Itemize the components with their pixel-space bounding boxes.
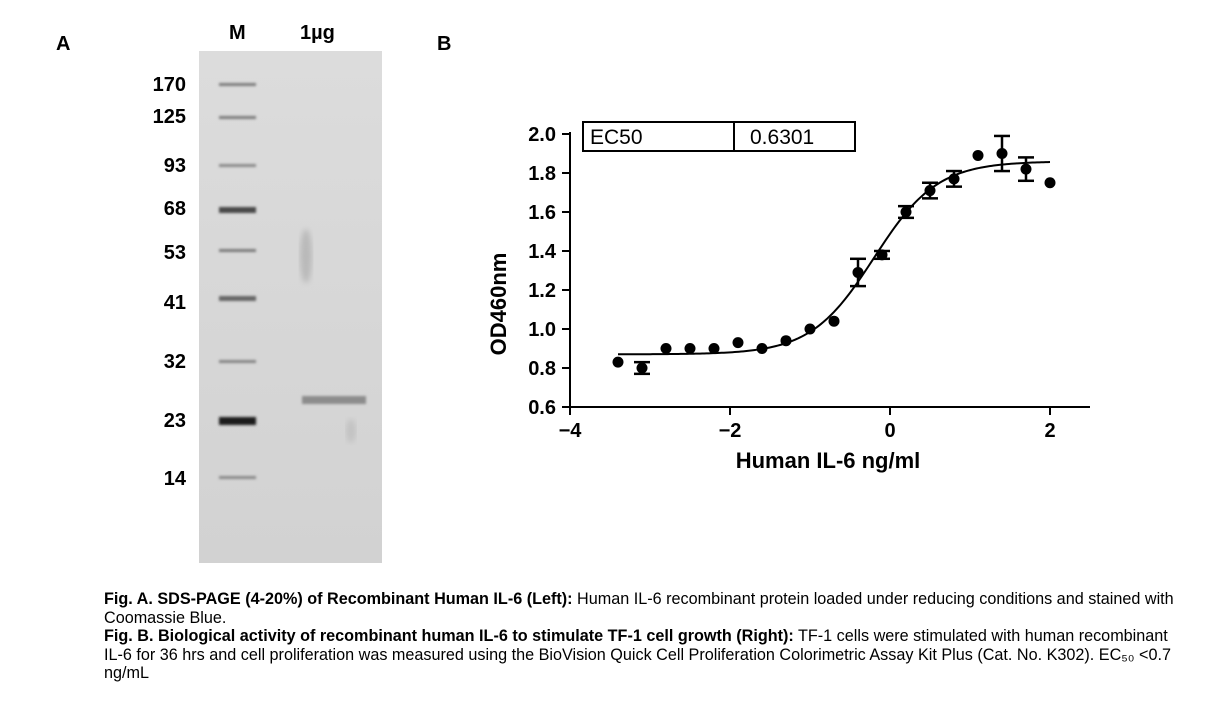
ec50-value: 0.6301	[750, 126, 814, 149]
dose-response-chart: 0.6 0.8 1.0 1.2 1.4 1.6 1.8 2.0 −4 −2 0 2 EC50 0.63…	[486, 121, 1090, 473]
lane-label-marker: M	[229, 22, 246, 44]
ec50-cell-value	[733, 121, 856, 152]
gel-image	[199, 51, 382, 563]
sample-band	[302, 396, 366, 404]
chart-axes	[569, 132, 1090, 408]
data-point	[852, 266, 864, 278]
x-axis-label: Human IL-6 ng/ml	[736, 448, 921, 473]
x-tick-label: 2	[1044, 420, 1055, 442]
marker-band	[219, 296, 256, 301]
caption-a-title: Fig. A. SDS-PAGE (4-20%) of Recombinant …	[104, 590, 573, 608]
panel-a-label: A	[56, 33, 71, 55]
gel-smear	[346, 419, 356, 443]
marker-band	[219, 476, 256, 479]
x-tick-label: 0	[884, 420, 895, 442]
data-point	[876, 249, 888, 261]
y-tick-label: 1.0	[528, 319, 556, 341]
data-point	[612, 356, 624, 368]
y-tick-label: 0.8	[528, 358, 556, 380]
chart-ticks: 0.6 0.8 1.0 1.2 1.4 1.6 1.8 2.0 −4 −2 0 2	[528, 124, 1055, 442]
data-point	[900, 206, 912, 218]
data-point	[924, 185, 936, 197]
caption-b-text: TF-1 cells were stimulated with human re…	[104, 627, 1171, 682]
mw-label: 32	[163, 351, 186, 373]
data-point	[660, 343, 672, 354]
marker-band	[219, 83, 256, 86]
data-point	[756, 343, 768, 354]
mw-label: 68	[163, 198, 186, 220]
marker-band	[219, 207, 256, 213]
lane-label-sample: 1µg	[300, 22, 335, 44]
data-point	[1044, 177, 1056, 189]
data-point	[828, 315, 840, 327]
figure-caption: Fig. A. SDS-PAGE (4-20%) of Recombinant …	[104, 590, 1174, 683]
data-point	[996, 148, 1008, 159]
mw-label: 93	[163, 155, 186, 177]
caption-b: Fig. B. Biological activity of recombina…	[104, 627, 1174, 683]
panel-b-label: B	[437, 33, 452, 55]
data-point	[780, 335, 792, 347]
marker-band	[219, 417, 256, 425]
y-tick-label: 2.0	[528, 124, 556, 146]
marker-band	[219, 360, 256, 363]
mw-label: 53	[163, 242, 186, 264]
marker-band	[219, 249, 256, 252]
y-tick-label: 0.6	[528, 397, 556, 419]
y-tick-label: 1.6	[528, 202, 556, 224]
data-point	[1020, 163, 1032, 175]
mw-label: 14	[163, 468, 186, 490]
caption-b-title: Fig. B. Biological activity of recombina…	[104, 627, 794, 645]
ec50-cell-label	[582, 121, 735, 152]
data-point	[948, 173, 960, 185]
y-axis-label: OD460nm	[486, 253, 511, 356]
data-point	[684, 343, 696, 354]
data-point	[972, 149, 984, 161]
x-tick-label: −4	[559, 420, 583, 442]
mw-label: 23	[163, 410, 186, 432]
gel-smear	[300, 229, 312, 283]
mw-label: 170	[152, 74, 186, 96]
ec50-label: EC50	[590, 126, 643, 149]
y-tick-label: 1.4	[528, 241, 557, 263]
marker-band	[219, 164, 256, 167]
data-point	[636, 362, 648, 374]
y-tick-label: 1.2	[528, 280, 556, 302]
caption-a: Fig. A. SDS-PAGE (4-20%) of Recombinant …	[104, 590, 1174, 627]
mw-label: 41	[163, 292, 186, 314]
ec50-table: EC50 0.6301	[582, 121, 856, 152]
y-tick-label: 1.8	[528, 163, 556, 185]
data-points-group	[612, 134, 1056, 376]
data-point	[708, 343, 720, 354]
data-point	[804, 323, 816, 335]
caption-a-text: Human IL-6 recombinant protein loaded un…	[104, 590, 1174, 627]
data-point	[732, 337, 744, 349]
x-tick-label: −2	[719, 420, 742, 442]
marker-band	[219, 116, 256, 119]
mw-label: 125	[152, 106, 186, 128]
